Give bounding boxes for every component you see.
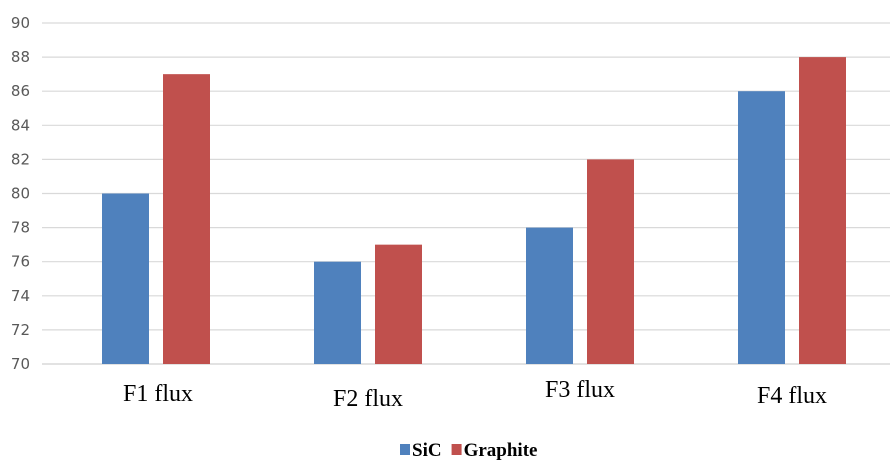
y-tick-label: 80 xyxy=(11,185,30,203)
bars xyxy=(102,57,846,365)
bar-sic-f1-flux xyxy=(102,193,149,364)
bar-graphite-f4-flux xyxy=(799,57,846,364)
y-tick-label: 88 xyxy=(11,48,30,66)
x-tick-label: F3 flux xyxy=(545,377,615,403)
x-tick-label: F2 flux xyxy=(333,386,403,412)
bar-sic-f3-flux xyxy=(526,227,573,364)
y-tick-label: 72 xyxy=(11,321,30,339)
bar-sic-f2-flux xyxy=(314,261,361,364)
legend-label-sic: SiC xyxy=(412,440,442,461)
y-tick-label: 76 xyxy=(11,253,30,271)
bar-sic-f4-flux xyxy=(738,91,785,364)
y-tick-label: 78 xyxy=(11,219,30,237)
x-tick-label: F1 flux xyxy=(123,381,193,407)
x-tick-label: F4 flux xyxy=(757,383,827,409)
legend-swatch-graphite xyxy=(451,444,462,455)
y-axis-ticks: 70 72 74 76 78 80 82 84 86 88 90 xyxy=(11,14,30,373)
y-tick-label: 84 xyxy=(11,116,30,134)
y-tick-label: 74 xyxy=(11,287,30,305)
bar-graphite-f1-flux xyxy=(163,74,210,365)
bar-graphite-f2-flux xyxy=(375,244,422,364)
legend-label-graphite: Graphite xyxy=(464,440,538,461)
y-tick-label: 82 xyxy=(11,150,30,168)
y-tick-label: 70 xyxy=(11,355,30,373)
y-tick-label: 90 xyxy=(11,14,30,32)
y-tick-label: 86 xyxy=(11,82,30,100)
bar-graphite-f3-flux xyxy=(587,159,634,364)
legend: SiC Graphite xyxy=(400,440,537,461)
x-axis-ticks: F1 flux F2 flux F3 flux F4 flux xyxy=(123,377,827,412)
legend-swatch-sic xyxy=(400,444,410,455)
